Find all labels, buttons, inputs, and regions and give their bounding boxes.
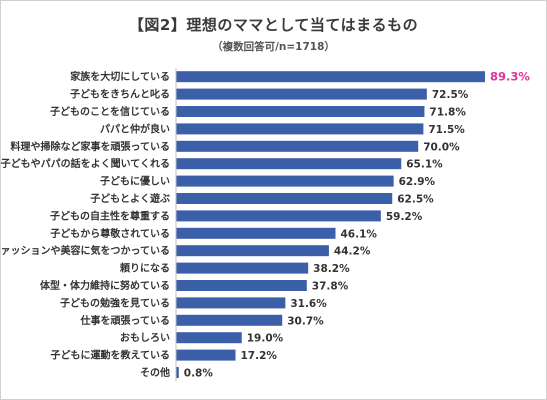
value-label: 44.2% (334, 246, 371, 258)
bar (176, 314, 283, 326)
value-label: 65.1% (406, 159, 443, 171)
bar (176, 227, 336, 239)
bar (176, 349, 236, 361)
bar (176, 245, 329, 257)
category-label: 子どもとよく遊ぶ (90, 192, 170, 205)
category-label: 料理や掃除など家事を頑張っている (11, 140, 171, 153)
category-label: 仕事を頑張っている (80, 314, 171, 327)
value-label: 71.5% (428, 124, 465, 136)
bar (176, 158, 402, 170)
bar (176, 332, 242, 344)
category-label: 子どもの自主性を尊重する (50, 209, 170, 222)
category-label: 家族を大切にしている (70, 70, 170, 83)
bar (176, 262, 309, 274)
value-label: 37.8% (312, 281, 349, 293)
value-label: 31.6% (290, 298, 327, 310)
value-label: 19.0% (247, 333, 284, 345)
value-label: 38.2% (313, 263, 350, 275)
value-label: 71.8% (429, 107, 466, 119)
bar (176, 71, 485, 83)
category-label: おもしろい (120, 332, 170, 344)
category-labels-group: 家族を大切にしている子どもをきちんと叱る子どものことを信じているパパと仲が良い料… (0, 70, 170, 379)
category-label: 頼りになる (119, 262, 170, 275)
bar (176, 280, 307, 291)
value-label: 46.1% (341, 228, 378, 240)
category-label: その他 (140, 366, 170, 379)
category-label: ファッションや美容に気をつかっている (0, 244, 170, 257)
category-label: 体型・体力維持に努めている (40, 279, 170, 292)
category-label: 子どもの勉強を見ている (60, 296, 170, 309)
value-label: 62.5% (397, 194, 434, 206)
value-label: 62.9% (399, 176, 436, 188)
category-label: 子どもやパパの話をよく聞いてくれる (1, 157, 170, 170)
value-label: 17.2% (241, 350, 278, 362)
category-label: 子どものことを信じている (50, 105, 170, 118)
bar (176, 88, 427, 100)
value-labels-group: 89.3% 72.5% 71.8% 71.5% 70.0% 65.1% 62.9% 62.5%… (184, 70, 531, 380)
chart-title: 【図2】理想のママとして当てはまるもの (128, 16, 419, 34)
bar (176, 193, 393, 204)
value-label: 89.3% (490, 70, 530, 84)
value-label: 59.2% (386, 211, 423, 223)
chart-subtitle: （複数回答可/n=1718） (212, 41, 335, 53)
value-label: 70.0% (423, 141, 460, 153)
bars-group (176, 71, 485, 378)
category-label: 子どもに優しい (100, 175, 170, 188)
category-label: 子どもに運動を教えている (51, 349, 171, 362)
value-label: 72.5% (432, 89, 469, 101)
bar (176, 367, 179, 378)
bar (176, 106, 425, 117)
value-label: 30.7% (287, 315, 324, 327)
bar (176, 210, 381, 222)
value-label: 0.8% (184, 368, 214, 380)
bar (176, 297, 286, 309)
category-label: パパと仲が良い (100, 122, 170, 135)
bar (176, 140, 419, 152)
category-label: 子どもから尊敬されている (50, 227, 170, 240)
category-label: 子どもをきちんと叱る (70, 88, 170, 101)
bar (176, 123, 424, 135)
bar (176, 175, 394, 187)
